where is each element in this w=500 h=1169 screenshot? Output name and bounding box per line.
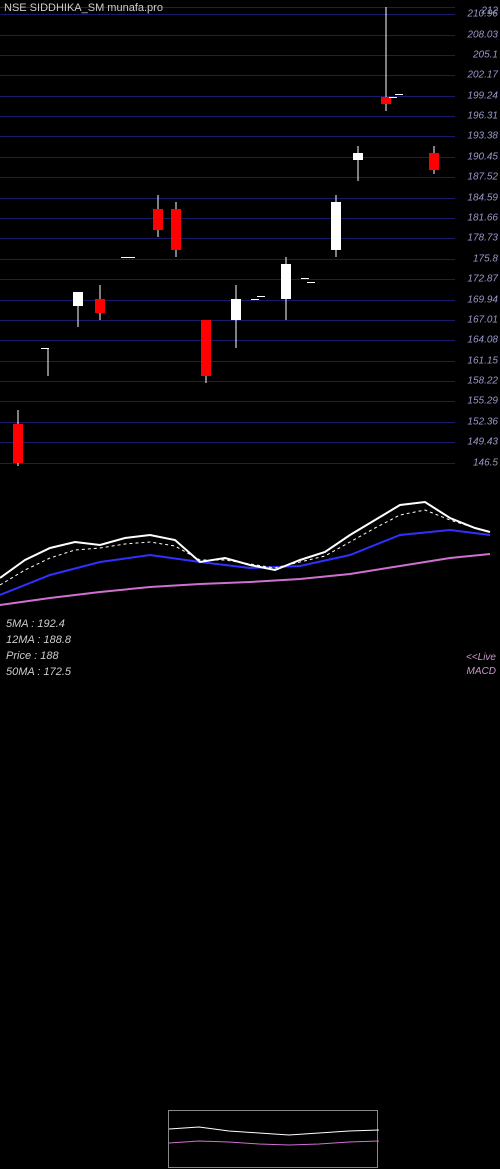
macd-inset <box>168 1110 378 1168</box>
gridline <box>0 442 455 443</box>
gridline <box>0 401 455 402</box>
macd-label: MACD <box>467 666 496 677</box>
gridline <box>0 157 455 158</box>
ma-label: Price : 188 <box>6 650 59 662</box>
y-axis-label: 149.43 <box>467 437 498 448</box>
y-axis-label: 155.29 <box>467 396 498 407</box>
y-axis-label: 172.87 <box>467 274 498 285</box>
y-axis-label: 158.22 <box>467 376 498 387</box>
y-axis-label: 152.36 <box>467 416 498 427</box>
y-axis-label: 184.59 <box>467 192 498 203</box>
ma-label: 12MA : 188.8 <box>6 634 71 646</box>
y-axis-label: 210.96 <box>467 9 498 20</box>
y-axis-label: 169.94 <box>467 294 498 305</box>
inset-line <box>169 1127 379 1135</box>
y-axis-label: 190.45 <box>467 151 498 162</box>
y-axis-label: 202.17 <box>467 70 498 81</box>
gridline <box>0 198 455 199</box>
gridline <box>0 136 455 137</box>
y-axis-label: 208.03 <box>467 29 498 40</box>
gridline <box>0 279 455 280</box>
y-axis-label: 199.24 <box>467 90 498 101</box>
y-axis-label: 193.38 <box>467 131 498 142</box>
inset-line <box>169 1141 379 1145</box>
pink-line <box>0 554 490 605</box>
macd-label: <<Live <box>466 652 496 663</box>
gridline <box>0 300 455 301</box>
gridline <box>0 177 455 178</box>
y-axis-label: 187.52 <box>467 172 498 183</box>
y-axis-label: 167.01 <box>467 314 498 325</box>
gridline <box>0 361 455 362</box>
gridline <box>0 14 455 15</box>
ma-label: 50MA : 172.5 <box>6 666 71 678</box>
chart-title: NSE SIDDHIKA_SM munafa.pro <box>4 2 163 14</box>
y-axis-label: 175.8 <box>473 253 498 264</box>
stock-chart: NSE SIDDHIKA_SM munafa.pro 212210.96208.… <box>0 0 500 700</box>
y-axis-label: 164.08 <box>467 335 498 346</box>
gridline <box>0 218 455 219</box>
y-axis-label: 196.31 <box>467 111 498 122</box>
gridline <box>0 381 455 382</box>
gridline <box>0 116 455 117</box>
ma-label: 5MA : 192.4 <box>6 618 65 630</box>
y-axis: 212210.96208.03205.1202.17199.24196.3119… <box>455 0 500 480</box>
gridline <box>0 238 455 239</box>
y-axis-label: 161.15 <box>467 355 498 366</box>
y-axis-label: 146.5 <box>473 457 498 468</box>
gridline <box>0 422 455 423</box>
gridline <box>0 463 455 464</box>
gridline <box>0 320 455 321</box>
y-axis-label: 178.73 <box>467 233 498 244</box>
y-axis-label: 181.66 <box>467 213 498 224</box>
gridline <box>0 259 455 260</box>
gridline <box>0 35 455 36</box>
candlestick-panel <box>0 0 455 480</box>
indicator-panel <box>0 490 500 700</box>
white_dashed-line <box>0 510 490 585</box>
gridline <box>0 340 455 341</box>
gridline <box>0 75 455 76</box>
gridline <box>0 55 455 56</box>
y-axis-label: 205.1 <box>473 49 498 60</box>
